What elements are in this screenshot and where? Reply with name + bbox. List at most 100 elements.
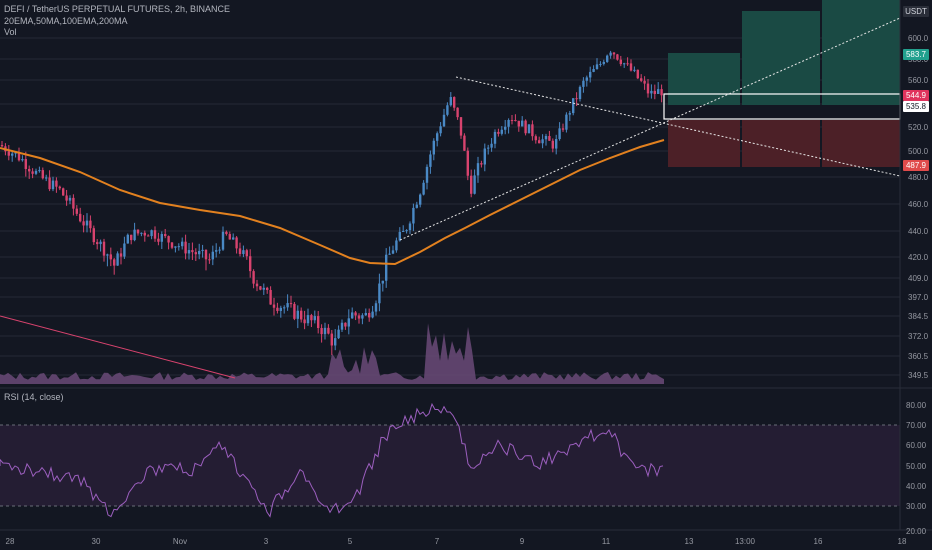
candle-body xyxy=(106,254,109,256)
rsi-line xyxy=(0,402,664,518)
price-tag-current: 544.9 xyxy=(903,90,929,101)
candle-body xyxy=(38,170,41,172)
time-tick-label: 16 xyxy=(814,537,823,546)
candle-body xyxy=(215,250,218,252)
candle-body xyxy=(252,271,255,284)
profit-zone xyxy=(742,11,820,105)
price-tag-target: 583.7 xyxy=(903,49,929,60)
price-tick-label: 480.0 xyxy=(908,173,929,182)
candle-body xyxy=(242,250,245,254)
candle-body xyxy=(191,250,194,253)
price-tick-label: 460.0 xyxy=(908,200,929,209)
time-tick-label: 9 xyxy=(520,537,525,546)
candle-body xyxy=(232,237,235,240)
candle-body xyxy=(357,315,361,319)
rsi-legend: RSI (14, close) xyxy=(4,392,64,402)
candle-body xyxy=(351,312,354,319)
candle-body xyxy=(269,289,272,305)
candle-body xyxy=(238,248,242,254)
candle-body xyxy=(31,171,34,174)
candle-body xyxy=(446,105,449,115)
candle-body xyxy=(388,253,391,255)
position-zones[interactable] xyxy=(663,0,901,167)
candle-body xyxy=(279,307,282,311)
price-tick-label: 397.0 xyxy=(908,293,929,302)
candle-body xyxy=(439,126,442,134)
price-tick-label: 500.0 xyxy=(908,147,929,156)
candle-body xyxy=(276,307,279,311)
candle-body xyxy=(347,318,350,327)
candle-body xyxy=(68,197,72,201)
candle-body xyxy=(646,83,650,94)
time-tick-label: 3 xyxy=(264,537,269,546)
candle-body xyxy=(204,249,208,260)
candlestick-series[interactable] xyxy=(0,50,663,356)
candle-body xyxy=(653,90,656,94)
candle-body xyxy=(544,136,548,140)
candle-body xyxy=(157,238,160,242)
candle-body xyxy=(174,246,177,248)
candle-body xyxy=(21,159,24,161)
candle-body xyxy=(660,89,663,96)
candle-body xyxy=(514,120,517,122)
candle-body xyxy=(453,97,456,108)
candle-body xyxy=(650,90,653,94)
candle-body xyxy=(578,86,582,100)
candle-body xyxy=(476,163,480,176)
candle-body xyxy=(371,311,374,318)
candle-body xyxy=(28,169,31,172)
candle-body xyxy=(201,249,204,251)
candle-body xyxy=(45,177,48,179)
price-tick-label: 360.5 xyxy=(908,352,929,361)
loss-zone xyxy=(668,120,740,167)
candle-body xyxy=(432,140,435,155)
candle-body xyxy=(41,170,44,179)
candle-body xyxy=(425,166,429,183)
price-tick-label: 440.0 xyxy=(908,227,929,236)
candle-body xyxy=(473,175,476,194)
candle-body xyxy=(255,283,259,287)
candle-body xyxy=(643,80,646,84)
price-tick-label: 384.5 xyxy=(908,312,929,321)
candle-body xyxy=(490,143,493,148)
candle-body xyxy=(330,333,333,346)
candle-body xyxy=(221,231,225,250)
candle-body xyxy=(500,129,503,134)
candle-body xyxy=(374,303,378,312)
candle-body xyxy=(561,128,565,130)
profit-zone xyxy=(822,0,900,105)
candle-body xyxy=(133,229,136,241)
candle-body xyxy=(150,230,153,237)
loss-zone xyxy=(822,120,900,167)
candle-body xyxy=(303,319,306,324)
candle-body xyxy=(361,315,364,319)
symbol-title: DEFI / TetherUS PERPETUAL FUTURES, 2h, B… xyxy=(4,4,231,14)
candle-body xyxy=(320,328,323,335)
drawing-overlays[interactable] xyxy=(0,17,901,379)
price-tick-label: 420.0 xyxy=(908,253,929,262)
candle-body xyxy=(300,310,303,320)
candle-body xyxy=(626,63,629,65)
candle-body xyxy=(378,283,381,304)
price-tick-label: 409.0 xyxy=(908,274,929,283)
candle-body xyxy=(51,180,55,190)
candle-body xyxy=(160,234,163,242)
candle-body xyxy=(306,315,310,324)
candle-body xyxy=(589,71,592,78)
candle-body xyxy=(327,327,330,334)
candle-body xyxy=(585,77,588,81)
candle-body xyxy=(354,312,357,316)
candle-body xyxy=(85,220,89,226)
candle-body xyxy=(116,253,119,266)
candle-body xyxy=(657,89,660,94)
candle-body xyxy=(48,177,51,190)
candle-body xyxy=(340,322,344,330)
candle-body xyxy=(89,220,92,229)
candle-body xyxy=(79,213,82,222)
candle-body xyxy=(323,327,327,335)
price-tick-label: 560.0 xyxy=(908,76,929,85)
profit-zone xyxy=(668,53,740,105)
time-tick-label: 30 xyxy=(92,537,101,546)
candle-body xyxy=(565,114,568,130)
